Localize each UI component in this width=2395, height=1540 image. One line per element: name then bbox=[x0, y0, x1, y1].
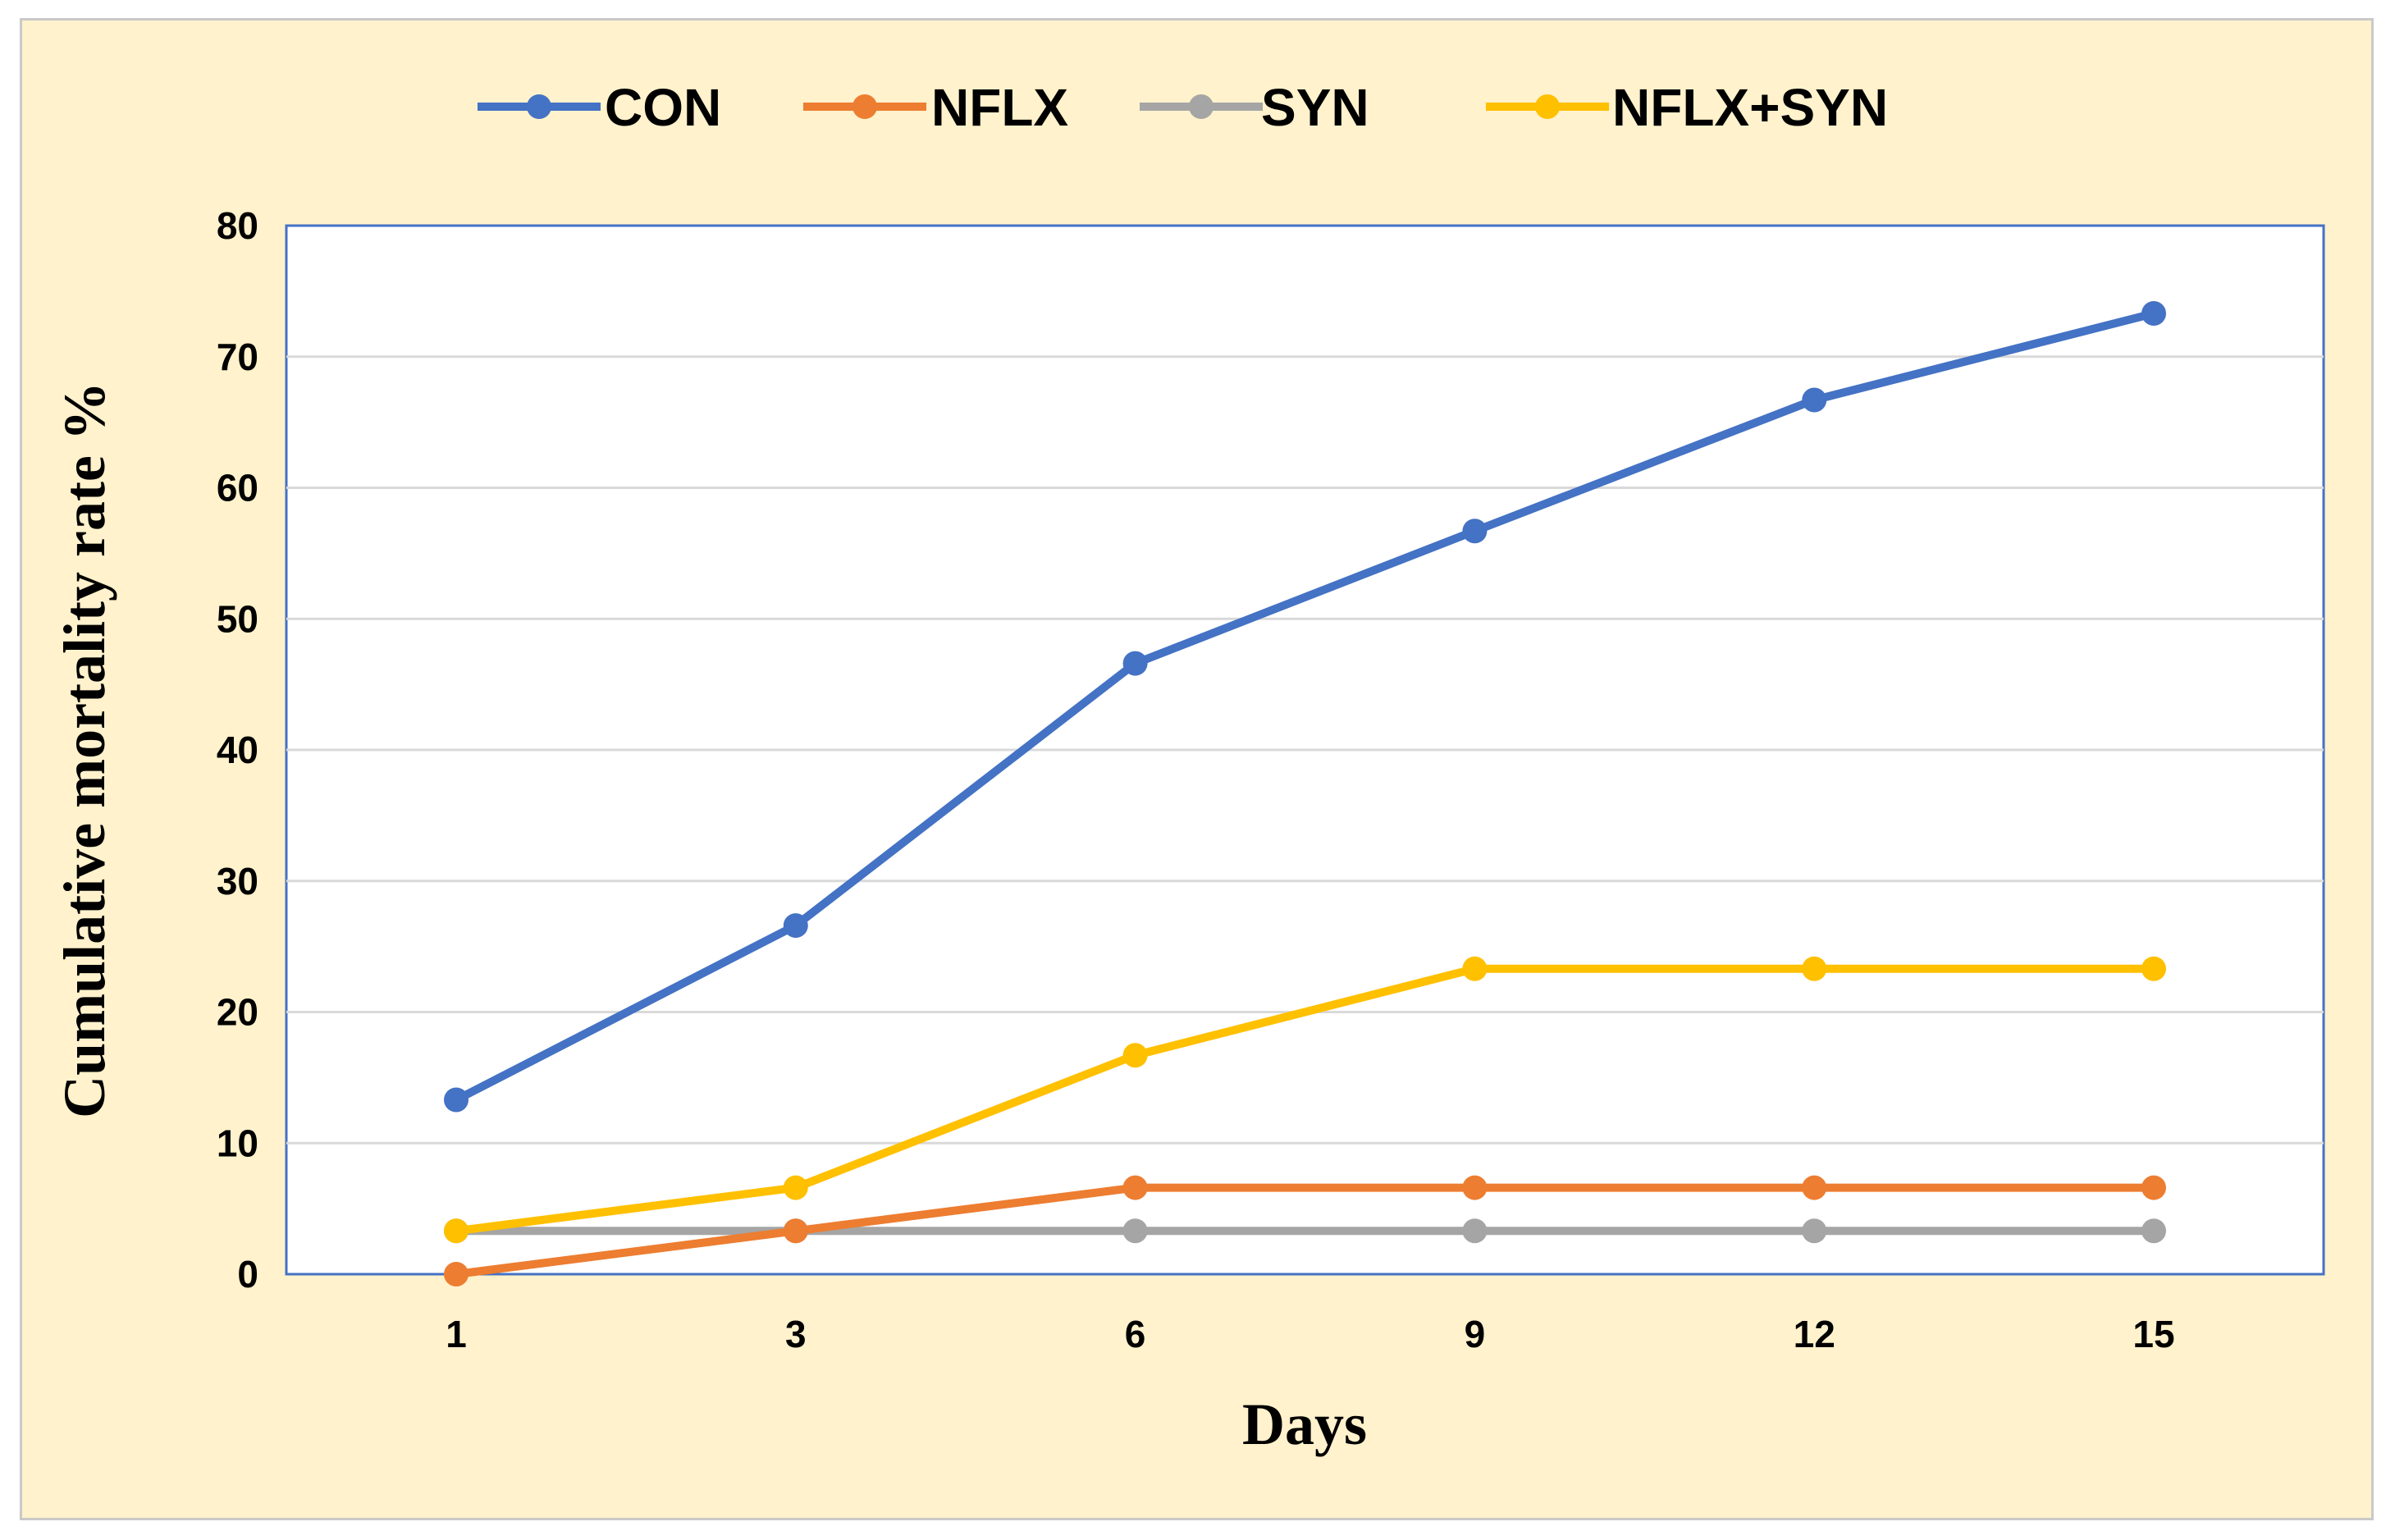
legend-item: NFLX+SYN bbox=[1486, 78, 1888, 137]
legend-item: SYN bbox=[1140, 78, 1369, 137]
legend: CON NFLX SYN NFLX+SYN bbox=[478, 78, 1888, 137]
x-tick-label: 1 bbox=[446, 1313, 467, 1355]
x-tick-label: 3 bbox=[785, 1313, 807, 1355]
series-lines bbox=[444, 301, 2166, 1286]
y-tick-label: 30 bbox=[217, 860, 258, 903]
data-point bbox=[2141, 301, 2166, 327]
y-axis-title: Cumulative mortality rate % bbox=[52, 382, 117, 1118]
legend-marker bbox=[527, 94, 551, 119]
data-point bbox=[1802, 956, 1827, 981]
y-tick-label: 0 bbox=[237, 1253, 258, 1296]
legend-marker bbox=[852, 94, 877, 119]
legend-label: CON bbox=[605, 78, 721, 137]
y-tick-label: 50 bbox=[217, 597, 258, 640]
legend-marker bbox=[1189, 94, 1213, 119]
data-point bbox=[1462, 519, 1488, 544]
line-chart: 0 10 20 30 40 50 60 70 80 1 3 6 9 12 15 CON NFLX SYN NFL… bbox=[52, 78, 2325, 1457]
series-line bbox=[452, 1183, 2158, 1278]
data-point bbox=[1462, 1218, 1488, 1244]
legend-label: SYN bbox=[1261, 78, 1369, 137]
data-point bbox=[1122, 1218, 1148, 1244]
x-tick-label: 12 bbox=[1794, 1313, 1835, 1355]
x-tick-label: 6 bbox=[1125, 1313, 1146, 1355]
data-point bbox=[1122, 1175, 1148, 1200]
y-tick-label: 60 bbox=[217, 467, 258, 510]
data-point bbox=[1122, 1043, 1148, 1068]
data-point bbox=[783, 913, 808, 939]
series-line bbox=[452, 309, 2158, 1104]
legend-marker bbox=[1535, 94, 1560, 119]
x-tick-label: 9 bbox=[1465, 1313, 1486, 1355]
series-line bbox=[452, 964, 2158, 1236]
x-axis-title: Days bbox=[1242, 1391, 1367, 1457]
data-point bbox=[2141, 956, 2166, 981]
data-point bbox=[2141, 1175, 2166, 1200]
data-point bbox=[1122, 651, 1148, 676]
y-axis-ticks: 0 10 20 30 40 50 60 70 80 bbox=[217, 204, 258, 1296]
legend-item: CON bbox=[478, 78, 721, 137]
y-tick-label: 40 bbox=[217, 729, 258, 771]
data-point bbox=[2141, 1218, 2166, 1244]
data-point bbox=[783, 1218, 808, 1244]
data-point bbox=[1462, 956, 1488, 981]
y-tick-label: 80 bbox=[217, 204, 258, 247]
y-tick-label: 70 bbox=[217, 336, 258, 378]
data-point bbox=[1802, 1218, 1827, 1244]
series-nflx bbox=[444, 1175, 2166, 1286]
chart-frame: 0 10 20 30 40 50 60 70 80 1 3 6 9 12 15 CON NFLX SYN NFL… bbox=[20, 18, 2374, 1520]
x-tick-label: 15 bbox=[2132, 1313, 2174, 1355]
legend-label: NFLX+SYN bbox=[1612, 78, 1888, 137]
legend-item: NFLX bbox=[803, 78, 1068, 137]
series-con bbox=[444, 301, 2166, 1113]
data-point bbox=[1802, 1175, 1827, 1200]
x-axis-ticks: 1 3 6 9 12 15 bbox=[446, 1313, 2174, 1355]
data-point bbox=[444, 1218, 468, 1244]
data-point bbox=[444, 1262, 468, 1286]
y-tick-label: 20 bbox=[217, 991, 258, 1034]
data-point bbox=[444, 1087, 468, 1113]
legend-label: NFLX bbox=[931, 78, 1068, 137]
y-tick-label: 10 bbox=[217, 1122, 258, 1164]
data-point bbox=[783, 1175, 808, 1200]
series-nflx-syn bbox=[444, 956, 2166, 1244]
data-point bbox=[1462, 1175, 1488, 1200]
data-point bbox=[1802, 387, 1827, 413]
